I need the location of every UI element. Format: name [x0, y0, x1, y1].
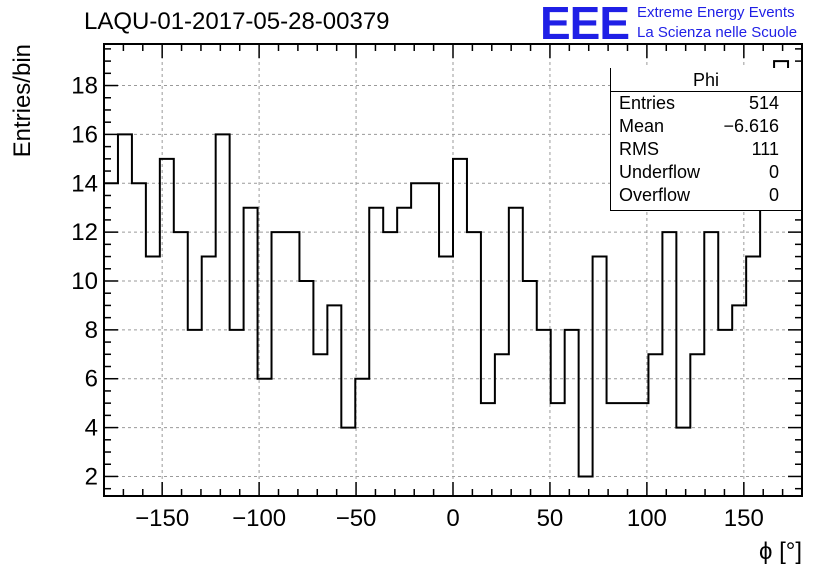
x-tick-label: −50 [336, 505, 377, 532]
x-tick-label: 150 [724, 505, 764, 532]
stats-value: 0 [768, 162, 779, 182]
stats-value: −6.616 [723, 116, 779, 136]
y-tick-label: 12 [71, 219, 98, 246]
x-tick-label: −150 [135, 505, 189, 532]
x-tick-label: 0 [446, 505, 459, 532]
y-tick-label: 4 [85, 415, 98, 442]
stats-row-mean: Mean −6.616 [619, 115, 795, 137]
x-tick-label: −100 [232, 505, 286, 532]
stats-value: 514 [748, 93, 779, 113]
histogram-line [103, 60, 803, 496]
stats-label: Mean [619, 116, 665, 136]
stats-row-overflow: Overflow 0 [619, 184, 795, 206]
stats-label: RMS [619, 139, 659, 159]
stats-box: Phi Entries 514 Mean −6.616 RMS 111 Unde… [610, 68, 802, 211]
stats-label: Overflow [619, 185, 691, 205]
y-tick-label: 2 [85, 463, 98, 490]
stats-value: 0 [768, 185, 779, 205]
stats-label: Entries [619, 93, 676, 113]
logo-line-2: La Scienza nelle Scuole [637, 24, 798, 41]
logo-caption: Extreme Energy Events La Scienza nelle S… [637, 3, 797, 43]
x-axis-label: ϕ [°] [759, 538, 802, 565]
x-tick-labels: −150 −100 −50 0 50 100 150 [135, 505, 764, 532]
stats-row-underflow: Underflow 0 [619, 161, 795, 183]
stats-row-entries: Entries 514 [619, 92, 795, 114]
chart-title: LAQU-01-2017-05-28-00379 [84, 8, 390, 35]
eee-logo: EEE [540, 0, 630, 49]
stats-value: 111 [751, 139, 779, 159]
stats-row-rms: RMS 111 [619, 138, 795, 160]
y-tick-label: 8 [85, 317, 98, 344]
y-tick-label: 16 [71, 121, 98, 148]
y-tick-label: 14 [71, 170, 98, 197]
x-tick-label: 50 [537, 505, 564, 532]
y-tick-labels: 2 4 6 8 10 12 14 16 18 [71, 73, 98, 491]
y-tick-label: 18 [71, 73, 98, 100]
stats-name: Phi [611, 68, 801, 92]
y-axis-label: Entries/bin [9, 44, 36, 157]
logo-line-1: Extreme Energy Events [637, 4, 795, 21]
stats-label: Underflow [619, 162, 701, 182]
y-tick-label: 6 [85, 366, 98, 393]
y-tick-label: 10 [71, 268, 98, 295]
x-tick-label: 100 [627, 505, 667, 532]
